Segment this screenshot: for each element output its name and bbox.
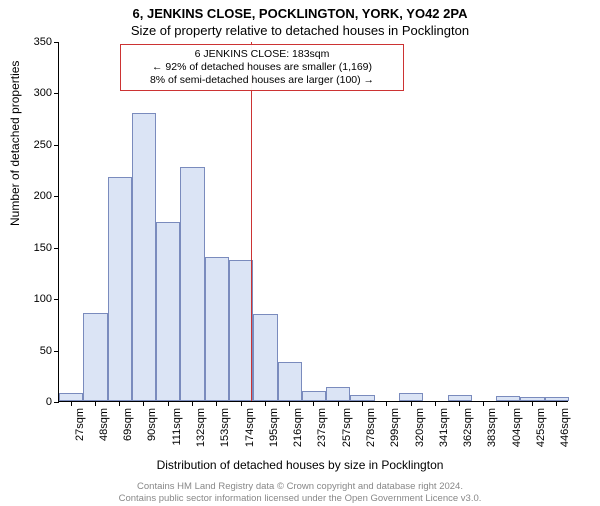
x-tick-label: 48sqm bbox=[98, 408, 110, 458]
x-tick-label: 153sqm bbox=[219, 408, 231, 458]
histogram-bar bbox=[59, 393, 83, 401]
chart-subtitle: Size of property relative to detached ho… bbox=[0, 23, 600, 38]
y-tick-label: 250 bbox=[12, 139, 52, 151]
x-tick-mark bbox=[168, 401, 169, 406]
x-tick-mark bbox=[71, 401, 72, 406]
x-tick-label: 195sqm bbox=[268, 408, 280, 458]
y-tick-label: 100 bbox=[12, 293, 52, 305]
x-tick-mark bbox=[483, 401, 484, 406]
x-tick-label: 341sqm bbox=[438, 408, 450, 458]
x-tick-mark bbox=[386, 401, 387, 406]
histogram-bar bbox=[278, 362, 302, 401]
chart-address-title: 6, JENKINS CLOSE, POCKLINGTON, YORK, YO4… bbox=[0, 6, 600, 21]
y-tick-mark bbox=[54, 299, 59, 300]
y-tick-label: 350 bbox=[12, 36, 52, 48]
histogram-bar bbox=[326, 387, 350, 401]
y-tick-label: 150 bbox=[12, 242, 52, 254]
y-tick-label: 200 bbox=[12, 190, 52, 202]
x-tick-label: 90sqm bbox=[146, 408, 158, 458]
x-tick-label: 320sqm bbox=[414, 408, 426, 458]
x-tick-mark bbox=[435, 401, 436, 406]
x-tick-mark bbox=[119, 401, 120, 406]
histogram-bar bbox=[180, 167, 204, 402]
y-tick-mark bbox=[54, 402, 59, 403]
y-tick-mark bbox=[54, 145, 59, 146]
histogram-bar bbox=[132, 113, 156, 401]
histogram-bar bbox=[156, 222, 180, 401]
x-tick-label: 69sqm bbox=[122, 408, 134, 458]
plot-area: 27sqm48sqm69sqm90sqm111sqm132sqm153sqm17… bbox=[58, 42, 568, 402]
x-tick-label: 383sqm bbox=[486, 408, 498, 458]
x-tick-mark bbox=[143, 401, 144, 406]
footer-attribution: Contains HM Land Registry data © Crown c… bbox=[0, 481, 600, 504]
x-tick-label: 425sqm bbox=[535, 408, 547, 458]
x-tick-mark bbox=[95, 401, 96, 406]
x-tick-label: 446sqm bbox=[559, 408, 571, 458]
x-tick-mark bbox=[362, 401, 363, 406]
x-tick-label: 216sqm bbox=[292, 408, 304, 458]
annotation-line1: 6 JENKINS CLOSE: 183sqm bbox=[127, 48, 397, 61]
histogram-bar bbox=[108, 177, 132, 401]
histogram-bar bbox=[229, 260, 253, 401]
x-tick-label: 362sqm bbox=[462, 408, 474, 458]
y-tick-mark bbox=[54, 196, 59, 197]
x-tick-label: 174sqm bbox=[244, 408, 256, 458]
annotation-box: 6 JENKINS CLOSE: 183sqm ← 92% of detache… bbox=[120, 44, 404, 91]
x-tick-label: 257sqm bbox=[341, 408, 353, 458]
x-tick-mark bbox=[411, 401, 412, 406]
x-tick-label: 111sqm bbox=[171, 408, 183, 458]
x-tick-mark bbox=[313, 401, 314, 406]
histogram-bar bbox=[302, 391, 326, 401]
x-tick-mark bbox=[338, 401, 339, 406]
reference-line bbox=[251, 42, 252, 401]
x-tick-label: 404sqm bbox=[511, 408, 523, 458]
x-tick-mark bbox=[265, 401, 266, 406]
x-tick-mark bbox=[556, 401, 557, 406]
plot-container: 27sqm48sqm69sqm90sqm111sqm132sqm153sqm17… bbox=[58, 42, 568, 402]
x-tick-mark bbox=[532, 401, 533, 406]
y-tick-label: 50 bbox=[12, 345, 52, 357]
x-tick-mark bbox=[459, 401, 460, 406]
x-tick-label: 27sqm bbox=[74, 408, 86, 458]
x-tick-mark bbox=[241, 401, 242, 406]
x-tick-mark bbox=[216, 401, 217, 406]
x-tick-mark bbox=[508, 401, 509, 406]
annotation-line2: ← 92% of detached houses are smaller (1,… bbox=[127, 61, 397, 74]
histogram-bar bbox=[83, 313, 107, 401]
footer-line2: Contains public sector information licen… bbox=[0, 493, 600, 504]
y-tick-mark bbox=[54, 42, 59, 43]
histogram-bar bbox=[399, 393, 423, 401]
y-tick-label: 0 bbox=[12, 396, 52, 408]
footer-line1: Contains HM Land Registry data © Crown c… bbox=[0, 481, 600, 492]
y-tick-mark bbox=[54, 93, 59, 94]
histogram-bar bbox=[253, 314, 277, 401]
x-tick-label: 132sqm bbox=[195, 408, 207, 458]
x-tick-label: 237sqm bbox=[316, 408, 328, 458]
x-tick-mark bbox=[192, 401, 193, 406]
histogram-bar bbox=[205, 257, 229, 401]
y-tick-mark bbox=[54, 351, 59, 352]
x-tick-mark bbox=[289, 401, 290, 406]
annotation-line3: 8% of semi-detached houses are larger (1… bbox=[127, 74, 397, 87]
x-tick-label: 299sqm bbox=[389, 408, 401, 458]
y-tick-label: 300 bbox=[12, 87, 52, 99]
y-tick-mark bbox=[54, 248, 59, 249]
x-axis-label: Distribution of detached houses by size … bbox=[0, 458, 600, 472]
x-tick-label: 278sqm bbox=[365, 408, 377, 458]
